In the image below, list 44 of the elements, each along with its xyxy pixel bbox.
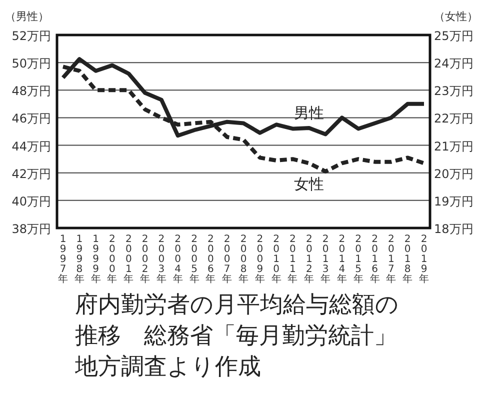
- x-tick-label: 2017年: [386, 234, 396, 285]
- x-tick-label: 2018年: [402, 234, 413, 285]
- y2-tick-label: 19万円: [434, 194, 474, 208]
- x-tick-label: 2015年: [353, 234, 364, 285]
- x-tick-label: 2012年: [304, 234, 314, 285]
- y-tick-label: 52万円: [12, 29, 51, 43]
- y2-tick-label: 18万円: [434, 222, 474, 236]
- y-tick-label: 38万円: [12, 222, 51, 236]
- series-label: 男性: [294, 104, 324, 122]
- x-tick-label: 2010年: [271, 234, 282, 285]
- x-tick-label: 2013年: [320, 234, 331, 285]
- y-tick-label: 50万円: [12, 56, 51, 71]
- x-tick-label: 2003年: [156, 234, 166, 285]
- y-tick-label: 46万円: [12, 112, 51, 126]
- y2-tick-label: 22万円: [434, 112, 474, 126]
- y2-tick-label: 24万円: [434, 56, 474, 71]
- x-tick-label: 2002年: [140, 234, 150, 285]
- x-tick-label: 1998年: [74, 234, 84, 285]
- x-tick-label: 2006年: [206, 234, 216, 285]
- x-tick-label: 2016年: [370, 234, 380, 285]
- y-tick-label: 44万円: [12, 139, 51, 154]
- y2-tick-label: 20万円: [434, 166, 474, 181]
- y-tick-label: 40万円: [12, 194, 51, 208]
- x-tick-label: 2014年: [336, 234, 347, 285]
- x-tick-label: 2007年: [222, 234, 232, 285]
- x-tick-label: 2009年: [254, 234, 265, 285]
- x-tick-label: 2004年: [172, 234, 183, 285]
- x-tick-label: 2005年: [189, 234, 200, 285]
- x-tick-label: 1997年: [58, 234, 68, 285]
- x-tick-label: 2000年: [107, 234, 118, 285]
- x-tick-label: 2001年: [124, 234, 134, 285]
- y2-axis-title: （女性）: [434, 10, 478, 23]
- y2-tick-label: 21万円: [434, 139, 474, 154]
- x-tick-label: 2008年: [238, 234, 248, 285]
- y2-tick-label: 25万円: [434, 29, 474, 43]
- series-label: 女性: [294, 175, 324, 194]
- x-tick-label: 2019年: [419, 234, 429, 285]
- y-tick-label: 48万円: [12, 84, 51, 98]
- text: 府内勤労者の月平均給与総額の推移 総務省「毎月勤労統計」地方調査より作成: [75, 291, 400, 382]
- x-tick-label: 2011年: [288, 234, 298, 285]
- y-axis-title: （男性）: [5, 10, 49, 23]
- y2-tick-label: 23万円: [434, 84, 474, 98]
- y-tick-label: 42万円: [12, 166, 51, 181]
- x-tick-label: 1999年: [90, 234, 101, 285]
